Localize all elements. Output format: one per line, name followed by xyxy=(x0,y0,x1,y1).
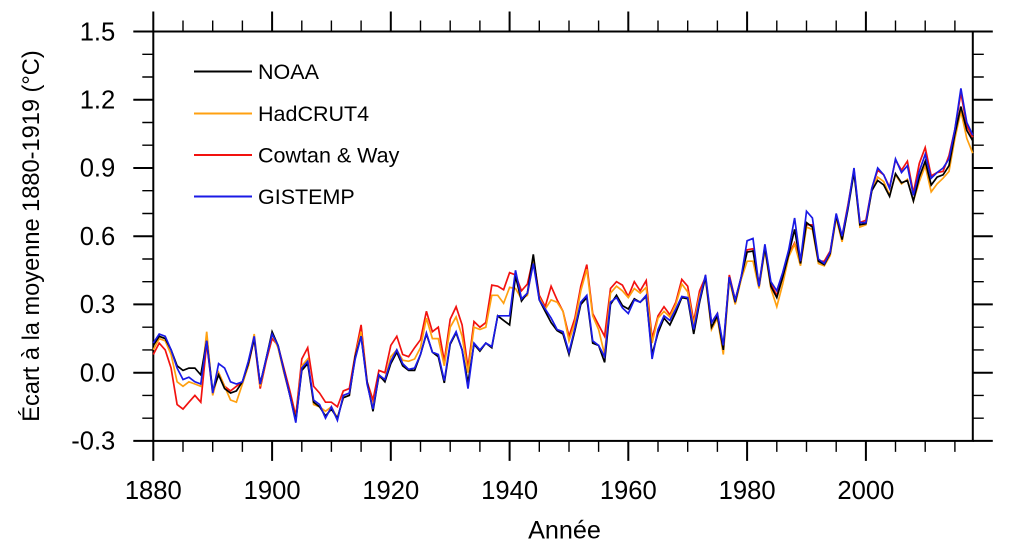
svg-text:1.2: 1.2 xyxy=(80,87,116,115)
svg-text:1920: 1920 xyxy=(362,477,419,505)
svg-text:Année: Année xyxy=(528,517,601,545)
svg-text:1960: 1960 xyxy=(600,477,657,505)
svg-text:0.0: 0.0 xyxy=(80,359,116,387)
svg-text:NOAA: NOAA xyxy=(258,60,320,84)
svg-text:HadCRUT4: HadCRUT4 xyxy=(258,102,369,126)
svg-text:Cowtan & Way: Cowtan & Way xyxy=(258,144,400,168)
svg-text:0.6: 0.6 xyxy=(80,223,116,251)
svg-text:1.5: 1.5 xyxy=(80,18,116,46)
svg-text:0.3: 0.3 xyxy=(80,291,116,319)
svg-text:-0.3: -0.3 xyxy=(71,428,115,456)
svg-text:1980: 1980 xyxy=(719,477,776,505)
svg-text:GISTEMP: GISTEMP xyxy=(258,185,355,209)
svg-text:Écart à la moyenne 1880-1919 (: Écart à la moyenne 1880-1919 (°C) xyxy=(18,50,45,421)
svg-text:1880: 1880 xyxy=(125,477,182,505)
svg-text:2000: 2000 xyxy=(837,477,894,505)
svg-text:1940: 1940 xyxy=(481,477,538,505)
svg-text:1900: 1900 xyxy=(244,477,301,505)
svg-text:0.9: 0.9 xyxy=(80,155,116,183)
